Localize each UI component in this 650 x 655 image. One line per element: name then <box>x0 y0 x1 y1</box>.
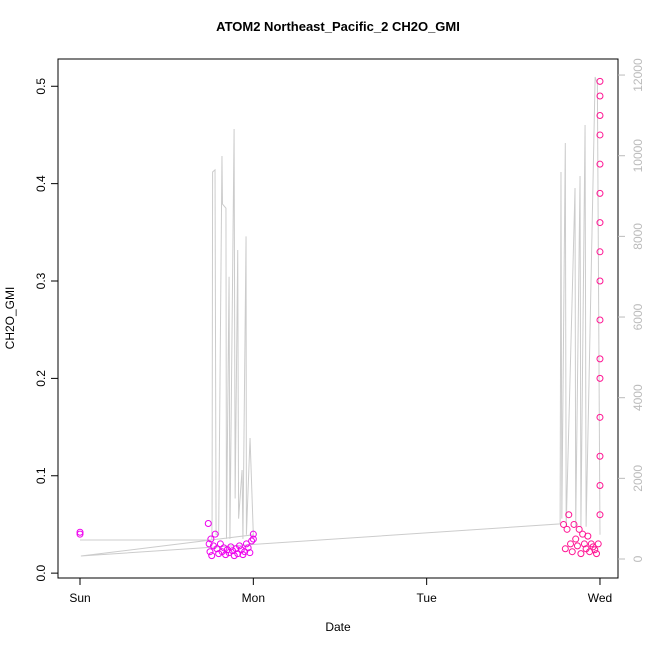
chart-title: ATOM2 Northeast_Pacific_2 CH2O_GMI <box>216 19 460 34</box>
data-point <box>596 355 604 363</box>
y2-tick-label: 0 <box>631 555 645 562</box>
y-axis-label: CH2O_GMI <box>3 287 17 350</box>
data-point <box>573 542 581 550</box>
data-point <box>596 219 604 227</box>
data-point <box>205 540 213 548</box>
data-point <box>237 546 245 554</box>
x-tick-label: Mon <box>242 591 265 605</box>
y-tick-label: 0.1 <box>34 467 48 484</box>
data-point <box>204 519 212 527</box>
data-point <box>580 540 588 548</box>
x-tick-label: Wed <box>588 591 612 605</box>
data-point <box>596 374 604 382</box>
data-point <box>242 540 250 548</box>
y-tick-label: 0.4 <box>34 175 48 192</box>
data-point <box>246 549 254 557</box>
data-point <box>596 189 604 197</box>
data-point <box>572 535 580 543</box>
data-point <box>215 550 223 558</box>
data-point <box>216 540 224 548</box>
data-point <box>596 316 604 324</box>
y2-tick-label: 2000 <box>631 465 645 492</box>
data-point <box>567 540 575 548</box>
data-point <box>244 544 252 552</box>
data-point <box>229 547 237 555</box>
x-tick-label: Tue <box>417 591 438 605</box>
y-tick-label: 0.0 <box>34 564 48 581</box>
y2-tick-label: 6000 <box>631 303 645 330</box>
data-point <box>220 544 228 552</box>
data-point <box>596 481 604 489</box>
data-point <box>596 248 604 256</box>
data-point <box>241 548 249 556</box>
y2-tick-label: 12000 <box>631 58 645 92</box>
data-point <box>235 542 243 550</box>
data-point <box>596 131 604 139</box>
data-point <box>234 550 242 558</box>
y-tick-label: 0.3 <box>34 272 48 289</box>
data-point <box>596 413 604 421</box>
data-point <box>593 550 601 558</box>
data-point <box>249 530 257 538</box>
data-point <box>230 552 238 560</box>
x-axis-label: Date <box>325 620 351 634</box>
data-point <box>596 92 604 100</box>
data-point <box>211 530 219 538</box>
y2-tick-label: 10000 <box>631 139 645 173</box>
y-tick-label: 0.5 <box>34 78 48 95</box>
data-point <box>577 550 585 558</box>
data-point <box>208 552 216 560</box>
data-point <box>575 525 583 533</box>
data-point <box>76 528 84 536</box>
data-point <box>568 548 576 556</box>
data-point <box>570 520 578 528</box>
data-point <box>563 525 571 533</box>
data-point <box>591 546 599 554</box>
data-point <box>596 77 604 85</box>
data-point <box>248 537 256 545</box>
data-point <box>561 545 569 553</box>
data-point <box>249 535 257 543</box>
data-point <box>596 160 604 168</box>
data-point <box>222 551 230 559</box>
data-point <box>213 545 221 553</box>
data-point <box>584 532 592 540</box>
data-point <box>207 535 215 543</box>
data-point <box>596 452 604 460</box>
data-point <box>596 277 604 285</box>
plot-frame <box>57 58 619 579</box>
data-point <box>206 548 214 556</box>
y2-tick-label: 8000 <box>631 223 645 250</box>
data-line <box>80 76 601 557</box>
x-tick-label: Sun <box>69 591 90 605</box>
data-point <box>560 520 568 528</box>
data-point <box>596 111 604 119</box>
y2-tick-label: 4000 <box>631 384 645 411</box>
data-point <box>596 511 604 519</box>
data-point <box>594 540 602 548</box>
data-point <box>76 530 84 538</box>
data-point <box>565 511 573 519</box>
y-tick-label: 0.2 <box>34 370 48 387</box>
